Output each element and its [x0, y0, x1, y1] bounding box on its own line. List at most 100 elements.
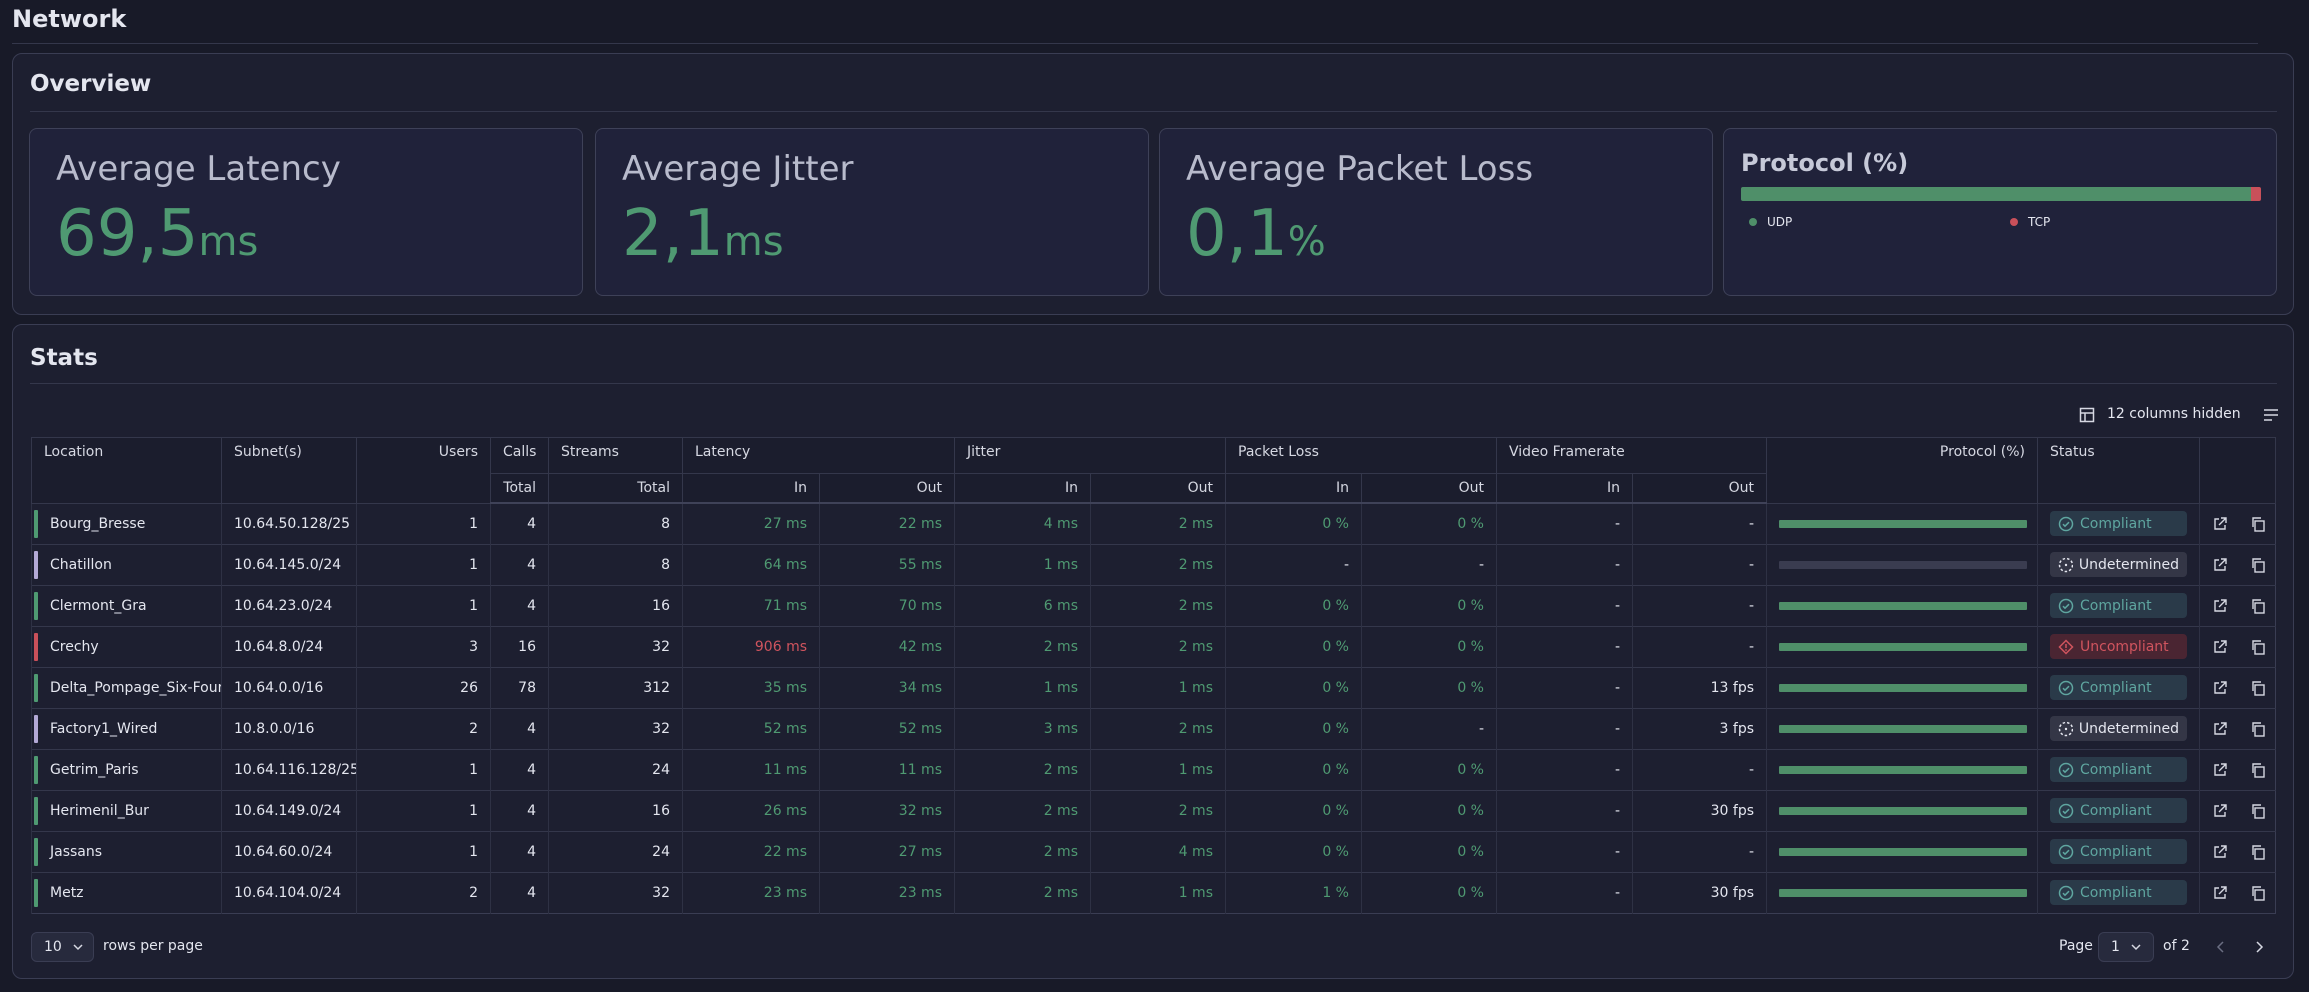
open-link[interactable] — [2212, 803, 2228, 819]
column-header[interactable]: Calls — [490, 437, 549, 474]
open-link[interactable] — [2212, 680, 2228, 696]
cell-text: 4 — [527, 884, 536, 901]
status-accent — [34, 632, 38, 661]
cell-text: 11 ms — [763, 761, 807, 778]
table-row[interactable]: Getrim_Paris 10.64.116.128/25 1 4 24 11 ms 11 … — [31, 748, 2276, 790]
table-cell: 32 — [548, 707, 683, 749]
section-title: Stats — [30, 345, 98, 371]
column-header[interactable]: Location — [31, 437, 222, 504]
actions-cell — [2199, 584, 2276, 626]
metric-card: Average Latency 69,5ms — [29, 128, 583, 296]
cell-text: 22 ms — [898, 515, 942, 532]
hidden-columns[interactable]: 12 columns hidden — [2107, 406, 2241, 422]
status-text: Compliant — [2080, 802, 2152, 819]
table-cell: 0 % — [1361, 871, 1497, 913]
column-header[interactable]: Packet Loss — [1225, 437, 1497, 474]
location-cell: Herimenil_Bur — [31, 789, 222, 831]
actions-cell — [2199, 789, 2276, 831]
table-row[interactable]: Jassans 10.64.60.0/24 1 4 24 22 ms 27 ms 2 ms 4 … — [31, 830, 2276, 872]
table-cell: - — [1631, 748, 1767, 790]
copy[interactable] — [2250, 803, 2266, 819]
cell-text: 0 % — [1322, 843, 1349, 860]
open-link[interactable] — [2212, 639, 2228, 655]
page-size-select[interactable]: 10 — [31, 932, 94, 962]
open-link[interactable] — [2212, 721, 2228, 737]
copy[interactable] — [2250, 680, 2266, 696]
column-header[interactable]: Jitter — [954, 437, 1226, 474]
status-badge: Compliant — [2050, 675, 2188, 700]
table-cell: 10.64.23.0/24 — [221, 584, 357, 626]
open-link[interactable] — [2212, 762, 2228, 778]
table-cell: 32 — [548, 871, 683, 913]
status-text: Uncompliant — [2080, 638, 2169, 655]
table-cell: 1 — [356, 748, 491, 790]
column-header[interactable]: Subnet(s) — [221, 437, 357, 504]
actions-header — [2199, 437, 2277, 504]
cell-text: - — [1614, 802, 1620, 819]
table-row[interactable]: Factory1_Wired 10.8.0.0/16 2 4 32 52 ms 52 ms 3… — [31, 707, 2276, 749]
copy[interactable] — [2250, 516, 2266, 532]
copy[interactable] — [2250, 639, 2266, 655]
open-link[interactable] — [2212, 598, 2228, 614]
cell-text: 2 ms — [1178, 515, 1213, 532]
table-row[interactable]: Clermont_Gra 10.64.23.0/24 1 4 16 71 ms 70 ms 6… — [31, 584, 2276, 626]
table-cell: - — [1496, 789, 1633, 831]
open-link[interactable] — [2212, 557, 2228, 573]
divider — [30, 111, 2277, 112]
status-icon — [2058, 803, 2074, 818]
column-header[interactable]: Status — [2037, 437, 2201, 504]
cell-text: 0 % — [1457, 802, 1484, 819]
table-row[interactable]: Herimenil_Bur 10.64.149.0/24 1 4 16 26 ms 32 m… — [31, 789, 2276, 831]
copy[interactable] — [2250, 557, 2266, 573]
location-cell: Bourg_Bresse — [31, 502, 222, 544]
status-text: Compliant — [2080, 515, 2152, 532]
open-link[interactable] — [2212, 844, 2228, 860]
table-cell: 312 — [548, 666, 683, 708]
table-cell: 10.64.50.128/25 — [221, 502, 357, 544]
column-header[interactable]: Latency — [682, 437, 955, 474]
columns-icon[interactable] — [2079, 407, 2095, 423]
column-subheader: In — [1225, 473, 1362, 504]
column-header[interactable]: Streams — [548, 437, 683, 474]
copy[interactable] — [2250, 885, 2266, 901]
table-row[interactable]: Metz 10.64.104.0/24 2 4 32 23 ms 23 ms 2 ms 1 ms… — [31, 871, 2276, 913]
table-cell: 2 — [356, 707, 491, 749]
table-cell: 55 ms — [819, 543, 955, 585]
cell-text: - — [1748, 843, 1755, 860]
table-row[interactable]: Delta_Pompage_Six-Four 10.64.0.0/16 26 78 31… — [31, 666, 2276, 708]
protocol-bar — [1779, 642, 2028, 651]
settings-icon[interactable] — [2263, 408, 2279, 422]
cell-text: 1 ms — [1178, 884, 1213, 901]
table-cell: - — [1225, 543, 1362, 585]
table-cell: 0 % — [1225, 789, 1362, 831]
next-page[interactable] — [2253, 940, 2265, 954]
open-link[interactable] — [2212, 885, 2228, 901]
cell-text: 2 ms — [1043, 761, 1078, 778]
prev-page[interactable] — [2215, 940, 2227, 954]
table-cell: 10.64.145.0/24 — [221, 543, 357, 585]
table-row[interactable]: Chatillon 10.64.145.0/24 1 4 8 64 ms 55 ms 1 ms… — [31, 543, 2276, 585]
table-row[interactable]: Crechy 10.64.8.0/24 3 16 32 906 ms 42 ms 2 ms 2 … — [31, 625, 2276, 667]
table-cell: 1 ms — [954, 666, 1091, 708]
column-header[interactable]: Video Framerate — [1495, 437, 1768, 474]
copy[interactable] — [2250, 844, 2266, 860]
column-header[interactable]: Users — [356, 437, 491, 504]
open-link[interactable] — [2212, 516, 2228, 532]
status-badge: Compliant — [2050, 511, 2188, 536]
cell-text: 2 ms — [1043, 802, 1078, 819]
cell-text: 10.64.104.0/24 — [234, 884, 342, 901]
copy[interactable] — [2250, 721, 2266, 737]
table-row[interactable]: Bourg_Bresse 10.64.50.128/25 1 4 8 27 ms 22 ms… — [31, 502, 2276, 544]
table-cell: 10.64.104.0/24 — [221, 871, 357, 913]
copy[interactable] — [2250, 598, 2266, 614]
copy[interactable] — [2250, 762, 2266, 778]
status-accent — [34, 714, 38, 743]
page-select[interactable]: 1 — [2098, 932, 2154, 962]
page-number: 1 — [2111, 939, 2120, 955]
table-cell: 2 ms — [1090, 625, 1226, 667]
cell-text: 2 ms — [1043, 884, 1078, 901]
column-header[interactable]: Protocol (%) — [1766, 437, 2039, 504]
protocol-cell — [1766, 748, 2038, 790]
table-cell: - — [1496, 502, 1633, 544]
status-cell: Compliant — [2037, 666, 2200, 708]
